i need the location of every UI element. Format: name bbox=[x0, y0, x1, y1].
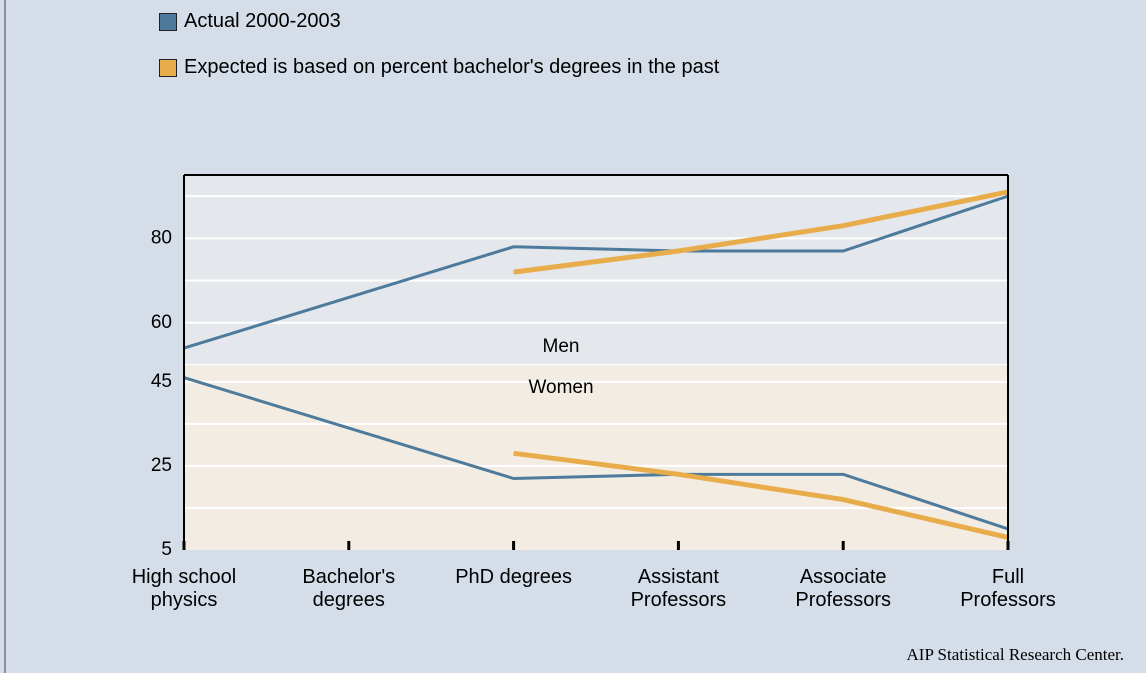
x-tick-label: High school physics bbox=[131, 566, 237, 611]
legend-swatch bbox=[159, 59, 177, 77]
legend-label: Expected is based on percent bachelor's … bbox=[184, 56, 720, 78]
legend-label: Actual 2000-2003 bbox=[184, 10, 341, 32]
x-tick-label: Associate Professors bbox=[795, 566, 891, 611]
legend-swatch bbox=[159, 13, 177, 31]
data-line bbox=[513, 450, 1009, 540]
source: AIP Statistical Research Center. bbox=[906, 645, 1124, 664]
y-tick-label: 25 bbox=[151, 455, 172, 476]
panel-background bbox=[184, 175, 1008, 365]
panel-label: Women bbox=[528, 377, 593, 398]
x-tick-label: Bachelor's degrees bbox=[302, 566, 396, 611]
data-line bbox=[183, 194, 1009, 350]
y-tick-label: 80 bbox=[151, 227, 172, 248]
y-tick-label: 5 bbox=[161, 539, 172, 560]
y-tick-label: 60 bbox=[151, 312, 172, 333]
x-tick-label: Full Professors bbox=[960, 566, 1056, 611]
panel-label: Men bbox=[543, 336, 580, 357]
data-line bbox=[513, 189, 1009, 275]
x-tick-label: Assistant Professors bbox=[630, 566, 727, 611]
data-line bbox=[183, 376, 1009, 531]
y-tick-label: 45 bbox=[151, 371, 172, 392]
x-tick-label: PhD degrees bbox=[455, 566, 572, 588]
panel-background bbox=[184, 365, 1008, 550]
